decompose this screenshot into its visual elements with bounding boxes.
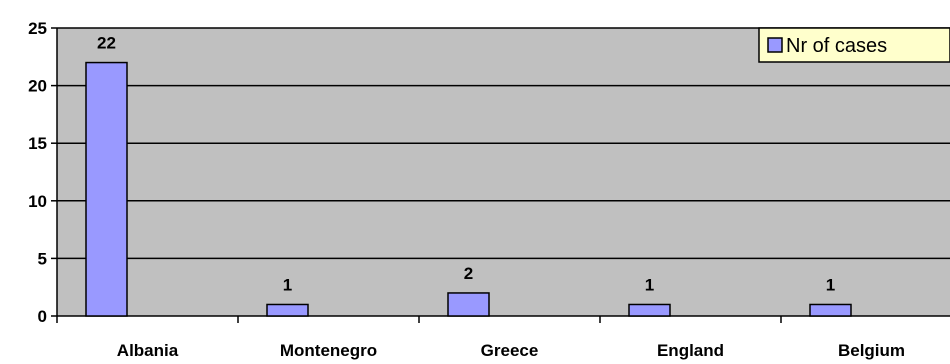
category-labels: Albania Montenegro Greece England Belgium: [117, 341, 905, 360]
bar-belgium: [809, 303, 852, 317]
bars: [85, 61, 852, 317]
bar-montenegro: [266, 303, 309, 317]
legend: Nr of cases: [758, 27, 950, 63]
y-tick-label: 20: [28, 77, 47, 96]
y-tick-label: 15: [28, 134, 47, 153]
bar-albania: [85, 61, 128, 317]
legend-box: [758, 27, 950, 63]
bar-greece: [447, 292, 490, 317]
plot-area: [57, 28, 950, 316]
category-label-montenegro: Montenegro: [280, 341, 377, 360]
data-label-england: 1: [645, 275, 654, 294]
category-label-albania: Albania: [117, 341, 179, 360]
category-label-greece: Greece: [481, 341, 539, 360]
y-tick-label: 0: [38, 307, 47, 326]
category-label-belgium: Belgium: [838, 341, 905, 360]
category-label-england: England: [657, 341, 724, 360]
data-label-montenegro: 1: [283, 275, 292, 294]
y-tick-label: 10: [28, 192, 47, 211]
legend-swatch: [767, 37, 783, 53]
y-tick-label: 25: [28, 19, 47, 38]
data-label-greece: 2: [464, 264, 473, 283]
gridlines: [57, 27, 950, 260]
data-label-belgium: 1: [826, 275, 835, 294]
axes: [56, 28, 950, 323]
data-labels: 22 1 2 1 1: [97, 34, 835, 295]
y-axis-ticks: 0 5 10 15 20 25: [28, 19, 57, 326]
bar-england: [628, 303, 671, 317]
y-tick-label: 5: [38, 249, 47, 268]
data-label-albania: 22: [97, 34, 116, 53]
legend-label: Nr of cases: [786, 35, 887, 57]
